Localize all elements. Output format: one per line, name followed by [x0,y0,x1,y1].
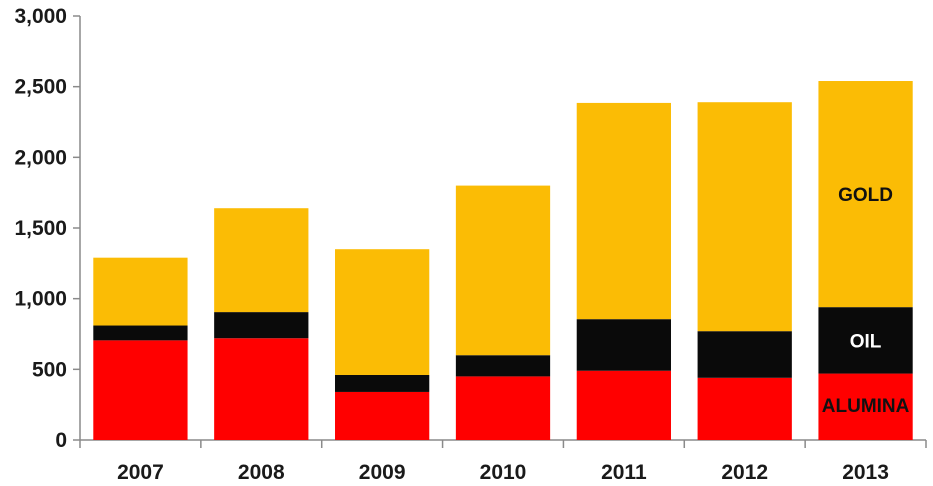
y-tick-label: 0 [55,429,67,452]
x-tick-label: 2013 [842,461,889,484]
bar-alumina-2009 [335,391,430,440]
y-tick-label: 1,500 [14,217,67,240]
bar-gold-2013 [818,81,913,308]
bars [93,81,913,440]
bar-oil-2011 [576,319,671,371]
y-tick-label: 500 [32,358,67,381]
x-tick-label: 2009 [359,461,406,484]
bar-alumina-2013 [818,373,913,440]
bar-alumina-2007 [93,340,188,440]
y-tick-label: 3,000 [14,5,67,28]
bar-gold-2012 [697,102,792,332]
y-tick-label: 2,000 [14,146,67,169]
bar-gold-2007 [93,257,188,326]
bar-oil-2008 [214,312,309,339]
bar-oil-2009 [335,374,430,392]
y-tick-label: 1,000 [14,288,67,311]
bar-gold-2009 [335,249,430,375]
bar-alumina-2010 [455,376,551,440]
x-tick-label: 2008 [238,461,285,484]
y-axis: 0 500 1,000 1,500 2,000 2,500 3,000 [14,5,81,452]
bar-oil-2010 [455,355,551,377]
x-tick-label: 2007 [117,461,164,484]
bar-alumina-2011 [576,370,671,440]
segment-label-oil: OIL [850,331,882,352]
bar-alumina-2012 [697,377,792,440]
x-tick-label: 2011 [601,461,647,484]
bar-gold-2011 [576,102,671,320]
x-tick-label: 2012 [721,461,768,484]
segment-label-gold: GOLD [838,185,893,206]
y-tick-label: 2,500 [14,76,67,99]
bar-gold-2008 [214,208,309,313]
bar-oil-2013 [818,307,913,374]
segment-label-alumina: ALUMINA [822,396,910,417]
bar-gold-2010 [455,185,551,356]
x-axis: 2007 2008 2009 2010 2011 2012 2013 [79,439,927,484]
bar-oil-2012 [697,331,792,378]
x-tick-label: 2010 [480,461,527,484]
segment-labels: ALUMINA OIL GOLD [822,185,910,417]
bar-oil-2007 [93,325,188,341]
bar-alumina-2008 [214,338,309,440]
